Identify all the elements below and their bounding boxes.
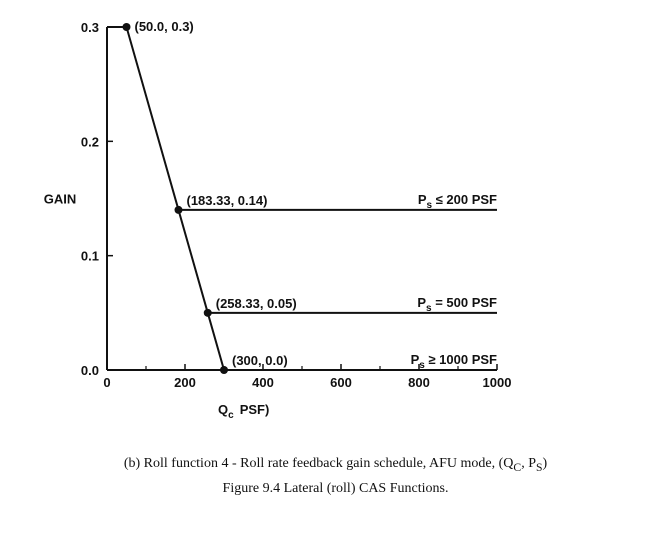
- y-tick-label: 0.1: [81, 249, 99, 264]
- data-point: [122, 23, 131, 31]
- point-label: (50.0, 0.3): [135, 19, 194, 34]
- x-tick-label: 200: [174, 375, 196, 390]
- labels: GAIN Qc PSF) (50.0, 0.3) (183.33, 0.14) (258.…: [44, 19, 497, 421]
- series-lines: [107, 26, 497, 371]
- series-label: Ps = 500 PSF: [417, 295, 497, 314]
- data-points: [122, 23, 228, 374]
- y-axis-label: GAIN: [44, 192, 77, 207]
- series-line: [125, 26, 225, 371]
- figure-caption-line-1: (b) Roll function 4 - Roll rate feedback…: [123, 456, 548, 474]
- point-label: (183.33, 0.14): [186, 193, 267, 208]
- gain-schedule-chart: 0 200 400 600 800 1000 0.0 0.1 0.2 0.3 GAIN Qc PSF)…: [44, 19, 512, 421]
- series-label: Ps ≥ 1000 PSF: [411, 352, 497, 371]
- data-point: [174, 205, 183, 214]
- point-label: (258.33, 0.05): [216, 296, 297, 311]
- x-tick-label: 0: [103, 375, 110, 390]
- figure-caption-line-2: Figure 9.4 Lateral (roll) CAS Functions.: [222, 481, 449, 496]
- axes: 0 200 400 600 800 1000 0.0 0.1 0.2 0.3: [81, 20, 512, 390]
- x-tick-label: 400: [252, 375, 274, 390]
- y-tick-label: 0.2: [81, 134, 99, 149]
- x-tick-label: 800: [408, 375, 430, 390]
- point-label: (300, 0.0): [232, 353, 288, 368]
- y-tick-label: 0.0: [81, 363, 99, 378]
- x-axis-label: Qc PSF): [218, 402, 269, 421]
- series-label: Ps ≤ 200 PSF: [418, 192, 497, 211]
- data-point: [203, 308, 212, 317]
- y-tick-label: 0.3: [81, 20, 99, 35]
- x-tick-label: 1000: [483, 375, 512, 390]
- data-point: [220, 366, 228, 374]
- x-tick-label: 600: [330, 375, 352, 390]
